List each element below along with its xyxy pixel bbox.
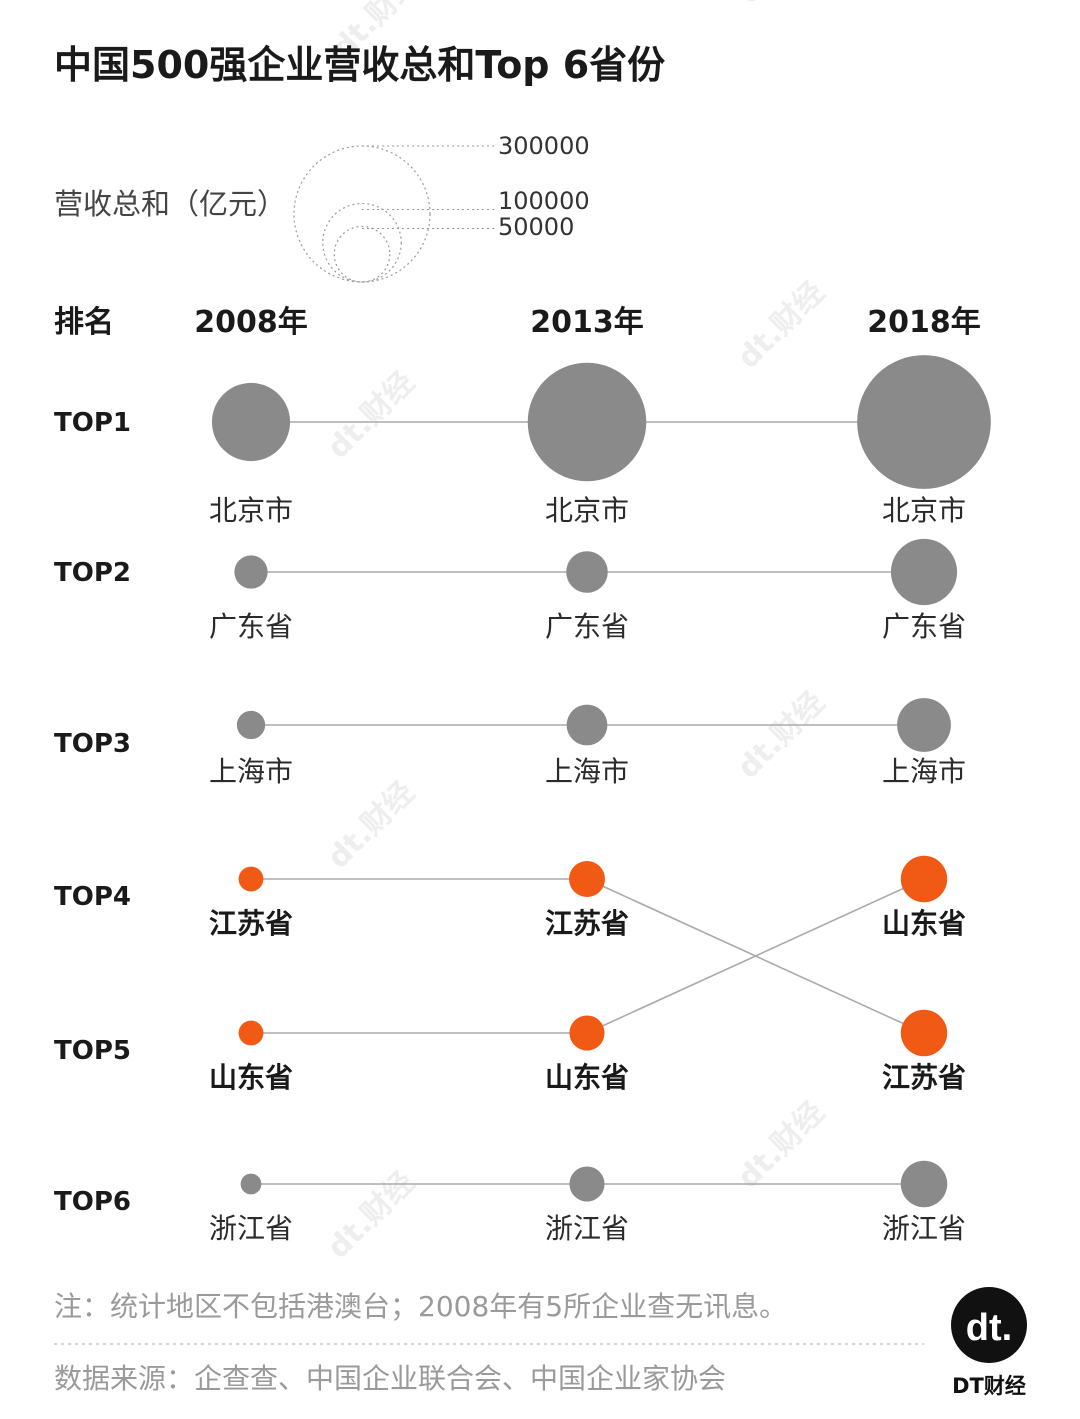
province-label: 上海市 — [209, 755, 293, 788]
rank-label: TOP1 — [54, 408, 131, 438]
watermark: dt.财经 — [731, 0, 832, 11]
watermark: dt.财经 — [321, 365, 422, 466]
rank-label: TOP4 — [54, 882, 131, 912]
year-header: 2018年 — [867, 305, 981, 340]
bubble — [527, 362, 647, 482]
brand-logo-text: dt. — [966, 1307, 1012, 1349]
legend-circle — [333, 225, 391, 283]
bubble — [890, 538, 958, 606]
legend-circle — [293, 145, 431, 283]
bubble — [566, 704, 608, 746]
province-label: 广东省 — [209, 610, 293, 643]
legend-value: 50000 — [498, 213, 574, 241]
province-label: 山东省 — [209, 1061, 293, 1094]
province-label: 山东省 — [882, 907, 966, 940]
bubble — [234, 555, 268, 589]
province-label: 江苏省 — [209, 907, 293, 940]
province-label: 广东省 — [545, 610, 629, 643]
watermark: dt.财经 — [321, 1165, 422, 1266]
year-header: 2013年 — [530, 305, 644, 340]
watermark: dt.财经 — [321, 775, 422, 876]
bubble — [236, 710, 266, 740]
connector-line — [586, 878, 925, 1034]
province-labels: 北京市 北京市 北京市广东省 广东省 广东省上海市 上海市 上海市江苏省 江苏省 山东省山东省山… — [209, 494, 966, 1245]
province-label: 浙江省 — [882, 1212, 966, 1245]
rank-label: TOP6 — [54, 1187, 131, 1217]
bubble — [238, 1020, 264, 1046]
data-source: 数据来源：企查查、中国企业联合会、中国企业家协会 — [54, 1362, 726, 1395]
bubble — [569, 1015, 605, 1051]
rank-label: TOP5 — [54, 1036, 131, 1066]
bubble — [566, 551, 608, 593]
bubble — [900, 1009, 948, 1057]
bubble — [900, 855, 948, 903]
watermark: dt.财经 — [731, 1095, 832, 1196]
rank-label: TOP2 — [54, 558, 131, 588]
legend-value: 100000 — [498, 187, 590, 215]
province-label: 山东省 — [545, 1061, 629, 1094]
year-header: 2008年 — [194, 305, 308, 340]
rank-labels: TOP1 TOP2 TOP3 TOP4 TOP5 TOP6 — [54, 408, 131, 1217]
watermark: dt.财经 — [731, 275, 832, 376]
bubble — [897, 698, 951, 752]
province-label: 北京市 — [209, 494, 293, 527]
bubble — [211, 382, 291, 462]
bubble — [857, 355, 991, 489]
brand-logo-circle — [951, 1287, 1027, 1363]
province-label: 广东省 — [882, 610, 966, 643]
year-headers: 2008年 2013年 2018年 — [194, 305, 981, 340]
province-label: 江苏省 — [882, 1061, 966, 1094]
province-label: 浙江省 — [209, 1212, 293, 1245]
legend-circle — [322, 202, 402, 283]
legend-value: 300000 — [498, 132, 590, 160]
bubble — [240, 1173, 262, 1195]
footnote: 注：统计地区不包括港澳台；2008年有5所企业查无讯息。 — [54, 1290, 787, 1323]
watermark: dt.财经 — [731, 685, 832, 786]
bubble — [238, 866, 264, 892]
size-legend-label: 营收总和（亿元） — [54, 187, 286, 221]
chart-title: 中国500强企业营收总和Top 6省份 — [54, 43, 665, 87]
bubble — [569, 861, 605, 897]
province-label: 北京市 — [545, 494, 629, 527]
province-label: 上海市 — [545, 755, 629, 788]
province-label: 浙江省 — [545, 1212, 629, 1245]
brand-name: DT财经 — [952, 1374, 1026, 1398]
rank-label: TOP3 — [54, 729, 131, 759]
bubble — [569, 1166, 605, 1202]
rank-column-header: 排名 — [54, 305, 114, 340]
province-label: 江苏省 — [545, 907, 629, 940]
column-headers: 排名 2008年 2013年 2018年 — [54, 305, 981, 340]
province-label: 北京市 — [882, 494, 966, 527]
bubbles — [211, 355, 991, 1208]
brand-logo: dt. DT财经 — [951, 1287, 1027, 1398]
province-label: 上海市 — [882, 755, 966, 788]
bubble — [900, 1160, 948, 1208]
